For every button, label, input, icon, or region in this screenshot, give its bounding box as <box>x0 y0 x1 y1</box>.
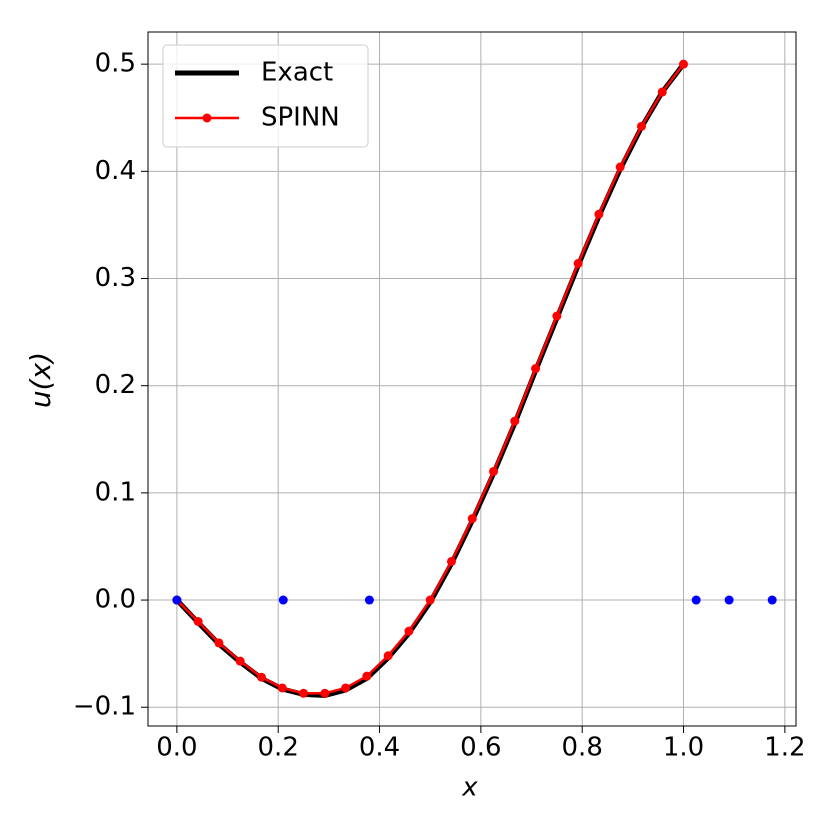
point <box>594 209 604 219</box>
point <box>193 616 203 626</box>
point <box>256 672 266 682</box>
x-tick-label: 0.4 <box>359 733 400 763</box>
point <box>214 638 224 648</box>
point <box>615 162 625 172</box>
x-tick-label: 0.8 <box>562 733 603 763</box>
point <box>691 595 701 605</box>
point <box>362 671 372 681</box>
point <box>383 651 393 661</box>
y-tick-label: 0.4 <box>95 156 136 186</box>
point <box>446 556 456 566</box>
point <box>552 311 562 321</box>
legend-label: SPINN <box>261 103 340 133</box>
point <box>767 595 777 605</box>
point <box>172 595 182 605</box>
point <box>531 364 541 374</box>
point <box>235 656 245 666</box>
point <box>299 688 309 698</box>
x-tick-label: 0.6 <box>460 733 501 763</box>
y-axis-label: u(x) <box>24 352 57 408</box>
plot-frame <box>147 31 797 727</box>
point <box>404 626 414 636</box>
x-tick-label: 0.2 <box>258 733 299 763</box>
point <box>657 87 667 97</box>
point <box>636 121 646 131</box>
point <box>724 595 734 605</box>
point <box>320 688 330 698</box>
point <box>573 259 583 269</box>
point <box>467 514 477 524</box>
point <box>277 683 287 693</box>
x-tick-label: 1.2 <box>764 733 805 763</box>
point <box>510 416 520 426</box>
point <box>489 466 499 476</box>
point <box>679 59 689 69</box>
y-tick-label: 0.5 <box>95 49 136 79</box>
point <box>341 683 351 693</box>
y-tick-label: 0.3 <box>95 263 136 293</box>
y-tick-label: 0.2 <box>95 370 136 400</box>
legend-label: Exact <box>261 58 333 88</box>
y-tick-label: 0.1 <box>95 477 136 507</box>
x-tick-label: 0.0 <box>156 733 197 763</box>
point <box>278 595 288 605</box>
x-axis-label: x <box>461 773 478 803</box>
point <box>425 595 435 605</box>
y-tick-label: 0.0 <box>95 585 136 615</box>
y-tick-label: −0.1 <box>73 692 136 722</box>
legend-marker <box>202 113 212 123</box>
point <box>364 595 374 605</box>
x-tick-label: 1.0 <box>663 733 704 763</box>
